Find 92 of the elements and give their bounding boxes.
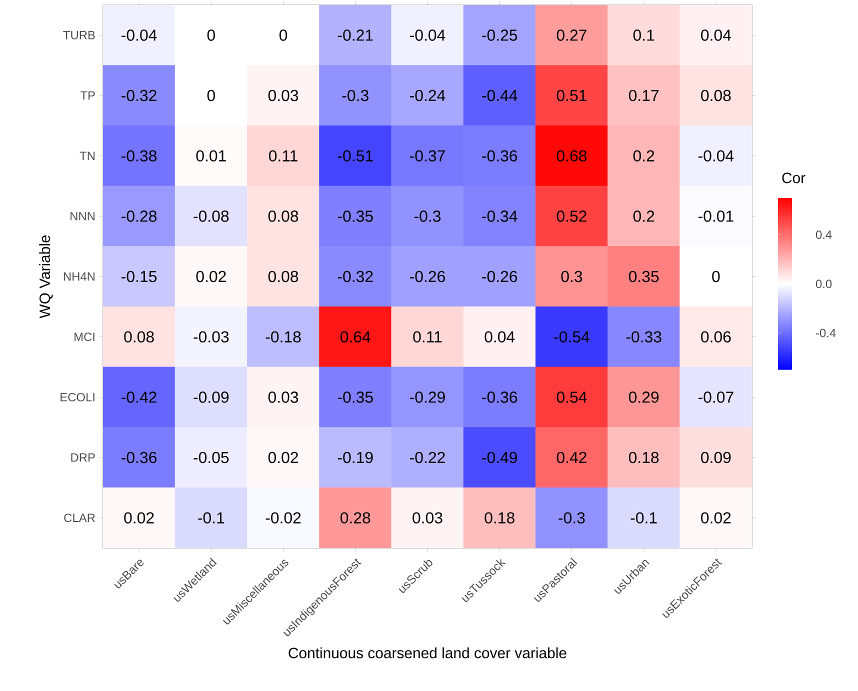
color-bar-title: Cor [782,172,806,184]
data-label: -0.34 [482,210,518,222]
data-label: 0.02 [268,452,298,464]
data-label: -0.49 [482,452,518,464]
data-label: -0.04 [122,30,157,41]
y-axis-title: WQ Variable [39,235,53,318]
data-label: 0.04 [484,331,515,342]
data-label: 0.03 [412,512,442,524]
data-label: 0.3 [561,270,582,282]
data-label: 0.64 [340,331,370,342]
color-bar-label: 0.4 [816,230,832,239]
data-label: 0.02 [701,512,731,524]
data-label: 0.08 [268,210,298,222]
data-label: 0.09 [701,452,731,464]
data-label: -0.18 [266,331,301,342]
data-label: 0.02 [124,512,154,524]
data-label: 0.1 [633,30,654,41]
data-label: -0.37 [410,150,445,162]
data-label: -0.01 [698,210,734,222]
data-label: -0.38 [122,150,157,162]
data-label: 0.04 [701,30,731,41]
data-label: -0.36 [482,392,518,403]
data-label: 0.08 [701,90,731,102]
data-label: -0.36 [482,150,518,162]
data-label: -0.33 [626,331,662,342]
data-label: -0.24 [410,90,446,102]
data-label: -0.51 [338,150,373,162]
y-tick-label: ECOLI [60,392,94,402]
data-label: 0.17 [628,90,659,102]
data-label: 0.54 [556,392,587,403]
data-label: 0.28 [340,512,370,524]
color-bar-label: -0.4 [816,328,836,338]
data-label: 0.42 [556,452,586,464]
data-label: 0.01 [196,150,226,162]
data-label: -0.42 [122,392,156,403]
data-label: -0.21 [338,30,373,41]
data-label: -0.07 [698,392,734,403]
data-label: -0.3 [414,210,441,222]
data-label: -0.04 [410,30,446,41]
y-tick-label: CLAR [64,514,95,522]
data-label: 0.03 [268,392,298,403]
data-label: -0.3 [558,512,585,524]
data-label: -0.09 [194,392,229,403]
data-label: -0.25 [482,30,518,41]
data-label: 0.35 [628,270,659,282]
data-label: -0.35 [338,392,373,403]
data-label: 0.03 [268,90,298,102]
data-label: -0.19 [338,452,373,464]
data-label: -0.08 [194,210,229,222]
data-label: 0 [279,30,288,41]
data-label: -0.26 [482,270,518,282]
y-tick-label: TURB [63,31,95,40]
data-label: -0.04 [698,150,734,162]
data-label: 0.08 [268,270,298,282]
y-tick-label: TN [80,152,95,160]
color-bar-label: 0.0 [816,280,832,288]
data-label: -0.35 [338,210,373,222]
data-label: 0.27 [556,30,586,41]
data-label: 0.2 [633,150,654,162]
data-label: 0.52 [556,210,586,222]
data-label: 0.02 [196,270,226,282]
data-label: -0.3 [342,90,368,102]
y-tick-label: NH4N [64,272,94,281]
y-tick-label: NNN [70,212,94,220]
data-label: -0.29 [410,392,445,403]
data-label: -0.03 [194,331,229,342]
data-label: -0.05 [194,452,229,464]
x-axis-title: Continuous coarsened land cover variable [288,647,566,658]
data-label: -0.1 [630,512,657,524]
y-tick-label: MCI [74,332,94,342]
data-label: 0.18 [484,512,514,524]
data-label: 0.68 [556,150,587,162]
data-label: 0.29 [628,392,659,403]
data-label: 0.06 [701,331,731,342]
data-label: 0.18 [628,452,659,464]
data-label: -0.44 [482,90,518,102]
data-label: 0.2 [633,210,654,222]
data-label: -0.02 [266,512,301,524]
data-label: 0 [712,270,720,282]
data-label: 0.51 [556,90,586,102]
data-label: -0.32 [338,270,373,282]
data-label: 0 [207,90,215,102]
data-label: 0.11 [413,331,442,342]
data-label: -0.28 [122,210,157,222]
data-label: -0.22 [410,452,445,464]
data-label: 0.11 [268,150,298,162]
data-label: 0 [207,30,215,41]
data-label: -0.26 [410,270,445,282]
data-label: 0.08 [124,331,154,342]
y-tick-label: DRP [71,453,95,462]
data-label: -0.54 [554,331,590,342]
y-tick-label: TP [80,91,95,100]
